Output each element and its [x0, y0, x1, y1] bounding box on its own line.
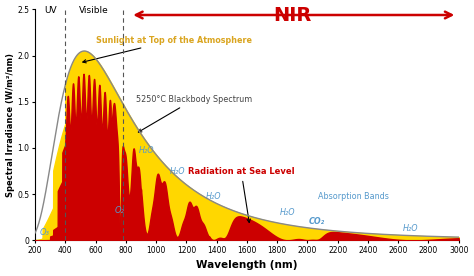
Text: O₂: O₂: [115, 206, 125, 215]
Text: Sunlight at Top of the Atmosphere: Sunlight at Top of the Atmosphere: [83, 36, 252, 63]
Text: O₃: O₃: [40, 228, 50, 237]
Text: H₂O: H₂O: [280, 208, 295, 217]
Text: Visible: Visible: [79, 6, 109, 15]
Text: Radiation at Sea Level: Radiation at Sea Level: [188, 167, 294, 222]
Text: H₂O: H₂O: [206, 192, 221, 201]
Y-axis label: Spectral Irradiance (W/m²/nm): Spectral Irradiance (W/m²/nm): [6, 53, 15, 197]
X-axis label: Wavelength (nm): Wavelength (nm): [196, 261, 298, 270]
Text: 5250°C Blackbody Spectrum: 5250°C Blackbody Spectrum: [137, 95, 253, 132]
Text: CO₂: CO₂: [309, 217, 325, 226]
Text: NIR: NIR: [273, 6, 311, 25]
Text: Absorption Bands: Absorption Bands: [318, 192, 389, 201]
Text: UV: UV: [44, 6, 56, 15]
Text: H₂O: H₂O: [402, 224, 418, 233]
Text: H₂O: H₂O: [139, 146, 155, 155]
Text: H₂O: H₂O: [170, 167, 185, 176]
